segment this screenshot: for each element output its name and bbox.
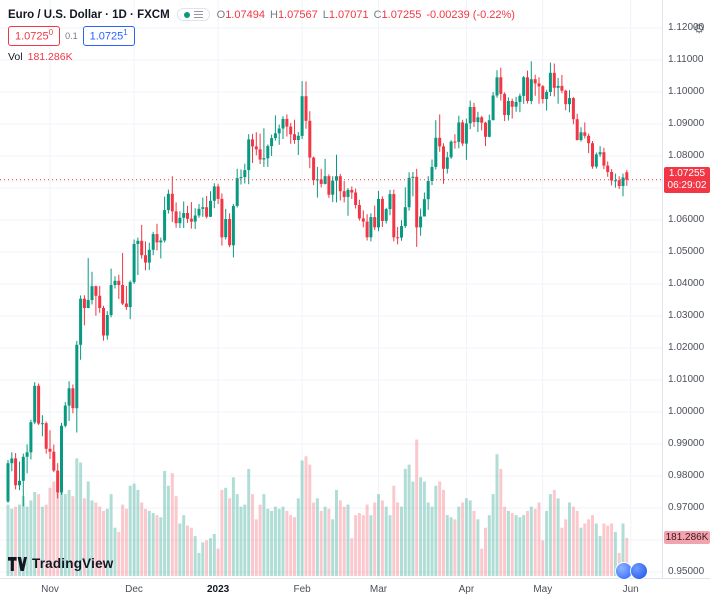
time-tick-label: May [533,584,553,595]
close-key: C [373,8,382,21]
last-price-tag[interactable]: 1.07255 06:29:02 [664,166,710,193]
high-key: H [269,8,278,21]
price-tick-label: 1.08000 [668,150,705,161]
chart-legend: Euro / U.S. Dollar · 1D · FXCM O1.07494 … [8,8,515,21]
time-tick-label: Mar [369,584,388,595]
reaction-icon[interactable] [631,563,647,579]
price-tick-label: 1.00000 [668,406,705,417]
open-key: O [216,8,226,21]
volume-axis-tag: 181.286K [664,530,710,544]
bar-countdown: 06:29:02 [667,179,707,191]
price-tick-label: 1.09000 [668,118,705,129]
time-axis[interactable]: Nov Dec 2023 Feb Mar Apr May Jun [0,578,710,600]
price-tick-label: 0.99000 [668,438,705,449]
buy-button[interactable]: 1.07251 [82,26,135,46]
symbol-title[interactable]: Euro / U.S. Dollar · 1D · FXCM [8,8,170,21]
price-tick-label: 0.98000 [668,470,705,481]
sell-button[interactable]: 1.07250 [8,26,61,46]
price-tick-label: 1.02000 [668,342,705,353]
ohlc-readout: O1.07494 H1.07567 L1.07071 C1.07255 -0.0… [217,9,515,21]
volume-key[interactable]: Vol [8,51,23,63]
price-tick-label: 0.95000 [668,566,705,577]
tradingview-logo-text: TradingView [32,556,114,571]
spread-value: 0.1 [65,30,78,41]
last-price-value: 1.07255 [668,167,706,179]
time-tick-label: 2023 [206,584,230,595]
price-tick-label: 1.10000 [668,86,705,97]
axis-settings-gear-icon[interactable]: ⚙ [693,21,705,36]
low-key: L [322,8,329,21]
time-tick-label: Feb [293,584,311,595]
menu-icon [193,11,203,18]
source-pill[interactable] [176,8,210,21]
time-tick-label: Dec [125,584,143,595]
high-value: 1.07567 [277,8,318,21]
tradingview-logo[interactable]: TradingView [8,556,113,571]
volume-legend: Vol 181.286K [8,51,73,63]
time-tick-label: Jun [622,584,639,595]
price-tick-label: 1.05000 [668,246,705,257]
time-tick-label: Nov [41,584,59,595]
price-tick-label: 1.11000 [668,54,704,65]
price-tick-label: 1.04000 [668,278,705,289]
bid-ask-row: 1.07250 0.1 1.07251 [8,26,135,46]
volume-value: 181.286K [27,51,73,63]
price-tick-label: 1.03000 [668,310,705,321]
open-value: 1.07494 [225,8,265,21]
price-tick-label: 1.12000 [668,22,705,33]
low-value: 1.07071 [328,8,369,21]
change-value: -0.00239 (-0.22%) [426,8,515,21]
market-open-icon [183,11,190,18]
reaction-icon[interactable] [616,563,632,579]
time-tick-label: Apr [458,584,475,595]
price-axis[interactable]: ⚙ 1.07255 06:29:02 181.286K 0.95000 0.970… [662,0,710,578]
price-tick-label: 0.97000 [668,502,705,513]
price-tick-label: 1.01000 [668,374,705,385]
price-tick-label: 1.06000 [668,214,705,225]
tradingview-logo-icon [8,556,27,571]
close-value: 1.07255 [381,8,422,21]
candlestick-chart[interactable] [0,0,662,578]
